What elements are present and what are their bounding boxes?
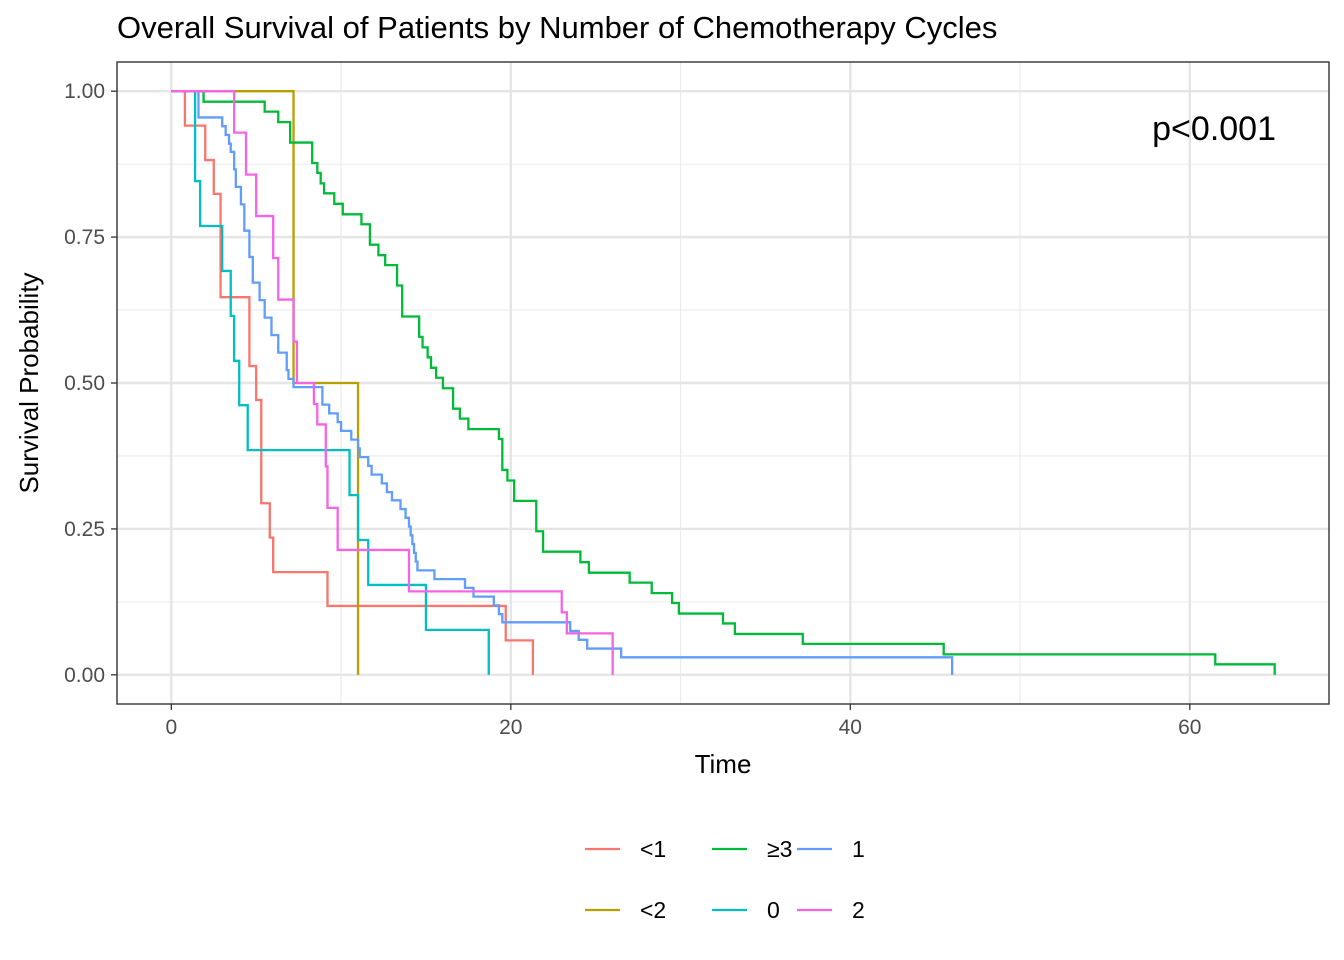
survival-curve-2 (171, 90, 1276, 675)
x-axis-title: Time (695, 749, 752, 779)
y-tick-label: 0.25 (64, 518, 105, 541)
legend-label: <2 (640, 897, 666, 923)
y-tick-label: 0.00 (64, 664, 105, 687)
x-tick-label: 20 (499, 716, 522, 739)
survival-curve-5 (171, 90, 614, 675)
y-axis-title: Survival Probability (14, 272, 44, 493)
y-tick-label: 0.75 (64, 226, 105, 249)
x-tick-label: 60 (1178, 716, 1201, 739)
grid (117, 62, 1329, 704)
legend-label: <1 (640, 836, 666, 862)
chart-title: Overall Survival of Patients by Number o… (117, 10, 997, 45)
legend-label: 1 (852, 836, 865, 862)
survival-curves (171, 90, 1276, 675)
y-tick-label: 1.00 (64, 80, 105, 103)
legend-label: 0 (767, 897, 780, 923)
x-tick-label: 0 (165, 716, 177, 739)
survival-curve-4 (171, 90, 954, 675)
x-tick-label: 40 (839, 716, 862, 739)
y-tick-label: 0.50 (64, 372, 105, 395)
survival-curve-0 (171, 90, 535, 675)
p-value-annotation: p<0.001 (1152, 110, 1276, 148)
legend-label: ≥3 (767, 836, 792, 862)
legend: <1 ≥3 1 <2 0 2 (585, 836, 865, 923)
axes: 0 20 40 60 0.00 0.25 0.50 0.75 1.00 (64, 80, 1201, 739)
legend-label: 2 (852, 897, 865, 923)
survival-curve-3 (171, 90, 490, 675)
